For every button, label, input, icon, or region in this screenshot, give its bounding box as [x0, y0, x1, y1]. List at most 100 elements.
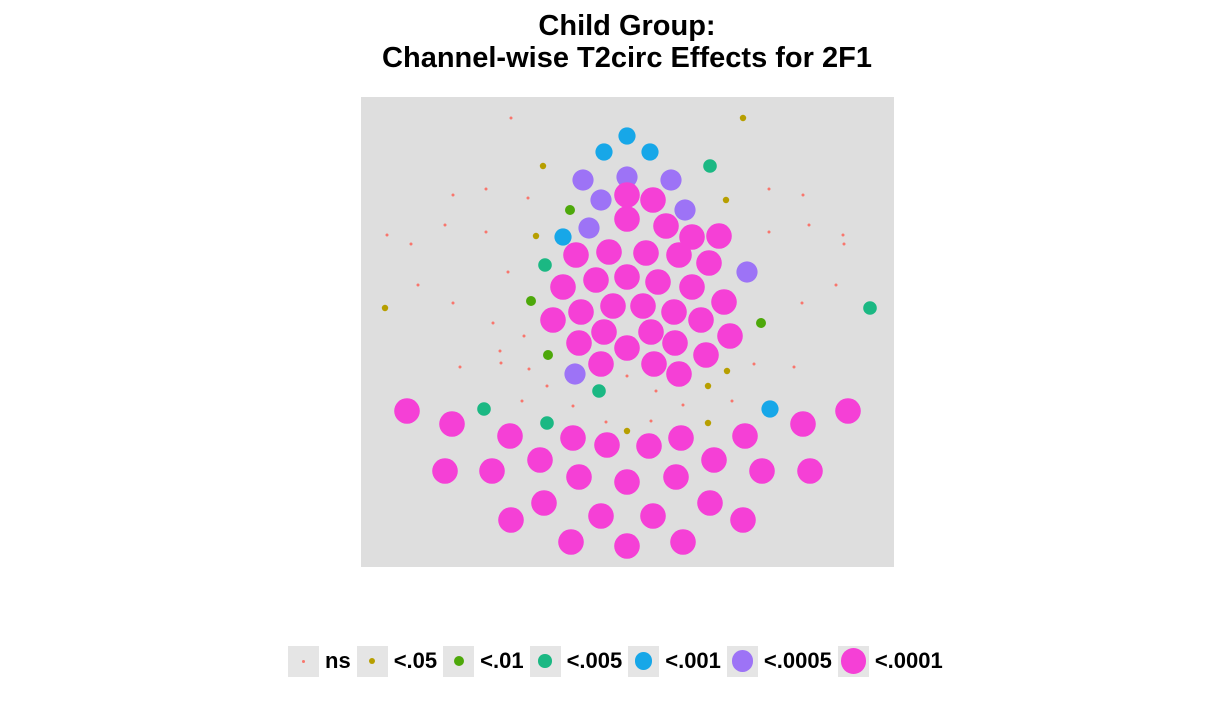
data-point-46: [583, 267, 609, 293]
data-point-79: [527, 367, 531, 371]
data-point-100: [439, 411, 465, 437]
legend-dot: [302, 659, 305, 663]
data-point-118: [749, 458, 775, 484]
data-point-61: [540, 307, 566, 333]
data-point-39: [666, 242, 692, 268]
data-point-10: [451, 193, 455, 197]
data-point-89: [592, 384, 606, 398]
data-point-88: [704, 382, 712, 390]
data-point-37: [596, 239, 622, 265]
data-point-64: [756, 318, 766, 328]
data-point-82: [666, 361, 692, 387]
data-point-67: [638, 319, 664, 345]
data-point-22: [443, 223, 447, 227]
data-point-107: [594, 432, 620, 458]
legend: ns <.05 <.01 <.005 <.001 <.0005 <.0001: [288, 644, 949, 678]
data-point-114: [479, 458, 505, 484]
legend-dot: [635, 652, 653, 670]
data-point-101: [540, 416, 554, 430]
legend-label: <.001: [665, 648, 721, 673]
legend-dot: [368, 657, 376, 665]
data-point-86: [545, 384, 549, 388]
data-point-51: [381, 304, 389, 312]
data-point-60: [863, 301, 877, 315]
data-point-68: [566, 330, 592, 356]
data-point-28: [679, 224, 705, 250]
data-point-44: [416, 283, 420, 287]
data-point-54: [600, 293, 626, 319]
data-point-124: [640, 503, 666, 529]
data-point-12: [526, 196, 530, 200]
data-point-31: [409, 242, 413, 246]
data-point-62: [688, 307, 714, 333]
legend-item-4: <.001: [628, 645, 721, 677]
data-point-125: [730, 507, 756, 533]
data-point-13: [590, 189, 612, 211]
data-point-84: [625, 374, 629, 378]
data-point-72: [498, 349, 502, 353]
data-points: [381, 114, 877, 559]
data-point-19: [565, 205, 575, 215]
data-point-42: [506, 270, 510, 274]
data-point-103: [704, 419, 712, 427]
data-point-1: [739, 114, 747, 122]
data-point-0: [509, 116, 513, 120]
data-point-113: [432, 458, 458, 484]
data-point-5: [539, 162, 547, 170]
data-point-91: [477, 402, 491, 416]
data-point-69: [662, 330, 688, 356]
data-point-17: [767, 187, 771, 191]
data-point-106: [560, 425, 586, 451]
data-point-66: [591, 319, 617, 345]
data-point-65: [522, 334, 526, 338]
data-point-119: [797, 458, 823, 484]
data-point-90: [394, 398, 420, 424]
legend-key: [443, 645, 475, 677]
data-point-71: [614, 335, 640, 361]
data-point-120: [531, 490, 557, 516]
data-point-77: [458, 365, 462, 369]
data-point-32: [532, 232, 540, 240]
data-point-127: [614, 533, 640, 559]
data-point-34: [841, 233, 845, 237]
legend-item-2: <.01: [443, 645, 524, 677]
data-point-85: [723, 367, 731, 375]
data-point-58: [711, 289, 737, 315]
chart-title-line2: Channel-wise T2circ Effects for 2F1: [382, 42, 872, 74]
data-point-36: [563, 242, 589, 268]
data-point-121: [697, 490, 723, 516]
data-point-33: [554, 228, 572, 246]
legend-key: [529, 645, 561, 677]
data-point-108: [636, 433, 662, 459]
data-point-70: [717, 323, 743, 349]
legend-key: [726, 645, 758, 677]
legend-label: <.05: [393, 648, 438, 673]
data-point-96: [681, 403, 685, 407]
legend-label: <.005: [566, 648, 623, 673]
data-point-75: [588, 351, 614, 377]
data-point-57: [661, 299, 687, 325]
data-point-59: [800, 301, 804, 305]
data-point-3: [595, 143, 613, 161]
legend-key: [837, 645, 869, 677]
data-point-55: [630, 293, 656, 319]
data-point-41: [538, 258, 552, 272]
data-point-98: [761, 400, 779, 418]
data-point-126: [558, 529, 584, 555]
data-point-73: [543, 350, 553, 360]
chart-title-line1: Child Group:: [538, 10, 716, 42]
data-point-93: [571, 404, 575, 408]
data-point-48: [645, 269, 671, 295]
legend-key: [356, 645, 388, 677]
data-point-45: [834, 283, 838, 287]
data-point-23: [484, 230, 488, 234]
legend-dot: [840, 648, 867, 674]
data-point-87: [654, 389, 658, 393]
data-point-47: [614, 264, 640, 290]
data-point-122: [498, 507, 524, 533]
data-point-78: [499, 361, 503, 365]
legend-dot: [538, 654, 552, 668]
data-point-53: [526, 296, 536, 306]
data-point-110: [732, 423, 758, 449]
data-point-81: [792, 365, 796, 369]
